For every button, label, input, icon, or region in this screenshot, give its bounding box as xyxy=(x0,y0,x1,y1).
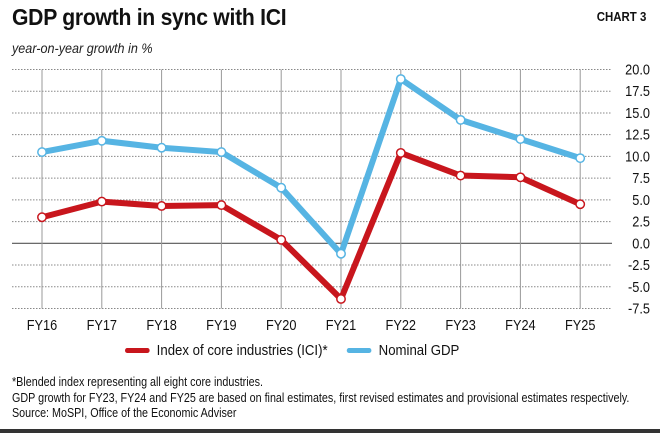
data-point xyxy=(156,200,167,211)
y-tick-label: 0.0 xyxy=(632,236,650,252)
y-tick-label: 20.0 xyxy=(625,62,650,78)
legend-swatch-ici xyxy=(125,348,150,353)
y-tick-label: 10.0 xyxy=(625,149,650,165)
data-point xyxy=(216,147,227,158)
gridlines xyxy=(12,69,612,309)
y-tick-label: 15.0 xyxy=(625,105,650,121)
x-tick-label: FY20 xyxy=(266,317,297,333)
chart-title: GDP growth in sync with ICI xyxy=(12,4,287,30)
x-tick-label: FY18 xyxy=(146,317,176,333)
data-point xyxy=(336,248,346,259)
data-point xyxy=(96,196,107,207)
legend-swatch-gdp xyxy=(346,348,372,353)
data-point xyxy=(575,153,586,164)
y-axis-ticks: 20.0 17.5 15.0 12.5 10.0 7.5 5.0 2.5 0.0 -2.5 -5.0… xyxy=(625,62,650,317)
data-point xyxy=(216,200,227,211)
data-point xyxy=(395,74,406,85)
data-point xyxy=(276,234,287,245)
x-tick-label: FY23 xyxy=(445,317,475,333)
x-tick-label: FY19 xyxy=(206,317,236,333)
y-tick-label: 5.0 xyxy=(632,192,650,208)
x-tick-label: FY24 xyxy=(505,317,536,333)
series-line xyxy=(39,76,584,257)
data-point xyxy=(515,172,526,183)
x-tick-label: FY22 xyxy=(386,317,416,333)
x-tick-label: FY17 xyxy=(87,317,117,333)
legend-item-ici: Index of core industries (ICI)* xyxy=(125,342,328,359)
legend-label-ici: Index of core industries (ICI)* xyxy=(156,342,328,359)
y-tick-label: 12.5 xyxy=(625,127,650,143)
data-point xyxy=(336,293,346,304)
y-tick-label: -7.5 xyxy=(628,301,650,317)
data-point xyxy=(37,147,47,158)
y-tick-label: -5.0 xyxy=(628,279,650,295)
line-chart: 20.0 17.5 15.0 12.5 10.0 7.5 5.0 2.5 0.0 -2.5 -5.0… xyxy=(12,62,650,333)
x-tick-label: FY21 xyxy=(326,317,356,333)
footnote: *Blended index representing all eight co… xyxy=(12,375,263,389)
data-point xyxy=(96,135,107,146)
legend-label-gdp: Nominal GDP xyxy=(378,342,460,359)
bottom-rule xyxy=(0,429,660,433)
chart-number-label: CHART 3 xyxy=(596,9,646,24)
legend-item-gdp: Nominal GDP xyxy=(346,342,460,359)
source-note: GDP growth for FY23, FY24 and FY25 are b… xyxy=(12,390,630,421)
data-point xyxy=(515,134,526,144)
data-point xyxy=(455,170,466,181)
y-tick-label: 7.5 xyxy=(632,170,650,186)
vertical-gridlines xyxy=(41,69,581,309)
x-axis-ticks: FY16 FY17 FY18 FY19 FY20 FY21 FY22 FY23 FY24 FY25 xyxy=(27,317,596,333)
x-tick-label: FY16 xyxy=(27,317,57,333)
data-point xyxy=(395,147,406,158)
series-gdp xyxy=(37,74,586,259)
x-tick-label: FY25 xyxy=(565,317,596,333)
data-point xyxy=(455,114,466,125)
chart-subtitle: year-on-year growth in % xyxy=(12,40,153,56)
data-point xyxy=(37,212,47,223)
notes: *Blended index representing all eight co… xyxy=(12,375,631,422)
data-point xyxy=(575,199,586,210)
y-tick-label: 2.5 xyxy=(632,214,650,230)
data-point xyxy=(156,142,167,153)
legend: Index of core industries (ICI)* Nominal … xyxy=(125,342,479,359)
series-ici xyxy=(37,147,586,304)
y-tick-label: 17.5 xyxy=(625,83,650,99)
y-tick-label: -2.5 xyxy=(628,257,650,273)
series-lines xyxy=(37,74,586,304)
data-point xyxy=(276,182,287,193)
series-line xyxy=(39,149,584,302)
